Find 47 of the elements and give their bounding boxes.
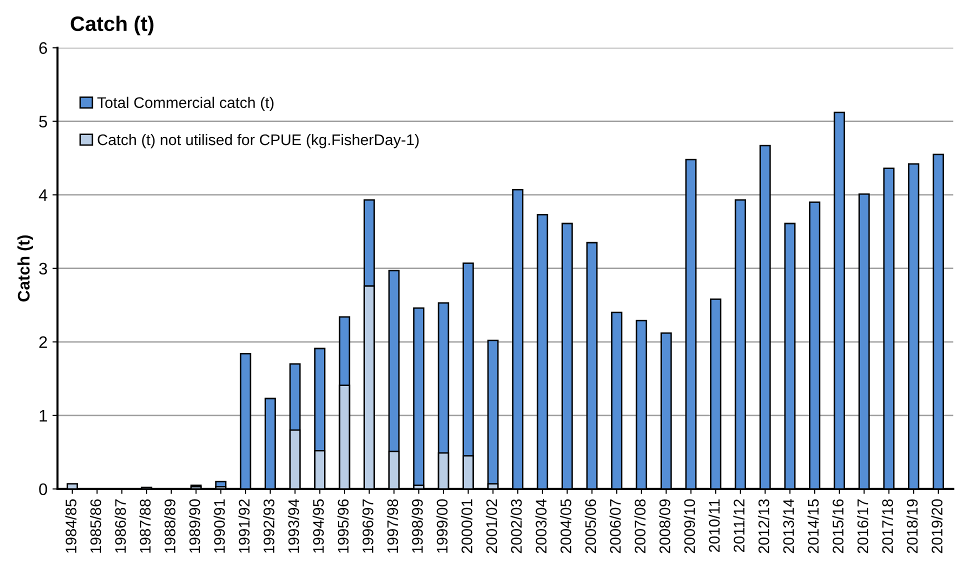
x-tick-label: 2019/20 [931,499,942,554]
x-tick-label: 2011/12 [733,499,745,552]
x-tick-label: 1996/97 [362,499,374,553]
x-tick-label: 1994/95 [312,499,324,553]
x-tick-label: 2006/07 [610,499,621,554]
x-tick-label: 1984/85 [65,499,76,553]
x-tick-label: 1988/89 [164,499,176,553]
y-axis-title: Catch (t) [17,235,33,302]
x-tick-label: 2000/01 [461,499,472,554]
chart-title: Catch (t) [70,16,154,36]
legend-label: Total Commercial catch (t) [97,96,274,112]
x-tick-label: 1990/91 [214,499,225,553]
x-tick-label: 2005/06 [584,499,596,554]
x-tick-label: 2018/19 [906,499,918,554]
x-tick-label: 2010/11 [708,499,720,552]
y-tick-label: 6 [39,42,48,54]
x-tick-label: 2016/17 [857,499,868,554]
x-tick-label: 2014/15 [808,499,819,554]
x-tick-label: 2007/08 [634,499,646,554]
x-tick-label: 1985/86 [90,499,102,553]
x-tick-label: 1993/94 [288,499,300,553]
x-tick-label: 2008/09 [659,499,670,554]
x-tick-label: 1999/00 [436,499,448,553]
legend-label: Catch (t) not utilised for CPUE (kg.FisherDay-1) [98,134,419,148]
x-tick-label: 2004/05 [560,499,572,554]
x-tick-label: 1987/88 [139,499,151,553]
y-tick-label: 0 [39,483,48,496]
x-tick-label: 1986/87 [114,499,126,553]
x-tick-label: 1995/96 [337,499,349,553]
y-tick-label: 2 [39,336,47,348]
x-tick-label: 2013/14 [782,499,794,554]
x-tick-label: 1989/90 [188,499,200,553]
x-tick-label: 2003/04 [535,499,547,554]
x-tick-label: 2002/03 [510,499,522,554]
y-tick-label: 1 [40,410,47,422]
y-tick-label: 5 [39,116,48,128]
x-tick-label: 2017/18 [882,499,893,554]
x-tick-label: 2012/13 [758,499,770,554]
x-tick-label: 1991/92 [238,499,250,553]
x-tick-label: 2001/02 [486,499,498,554]
x-tick-label: 2015/16 [832,499,844,554]
x-tick-label: 1997/98 [386,499,398,553]
y-tick-label: 4 [38,189,48,201]
x-tick-label: 1992/93 [263,499,274,553]
x-tick-label: 1998/99 [412,499,423,553]
y-tick-label: 3 [39,262,48,275]
x-tick-label: 2009/10 [684,499,696,554]
